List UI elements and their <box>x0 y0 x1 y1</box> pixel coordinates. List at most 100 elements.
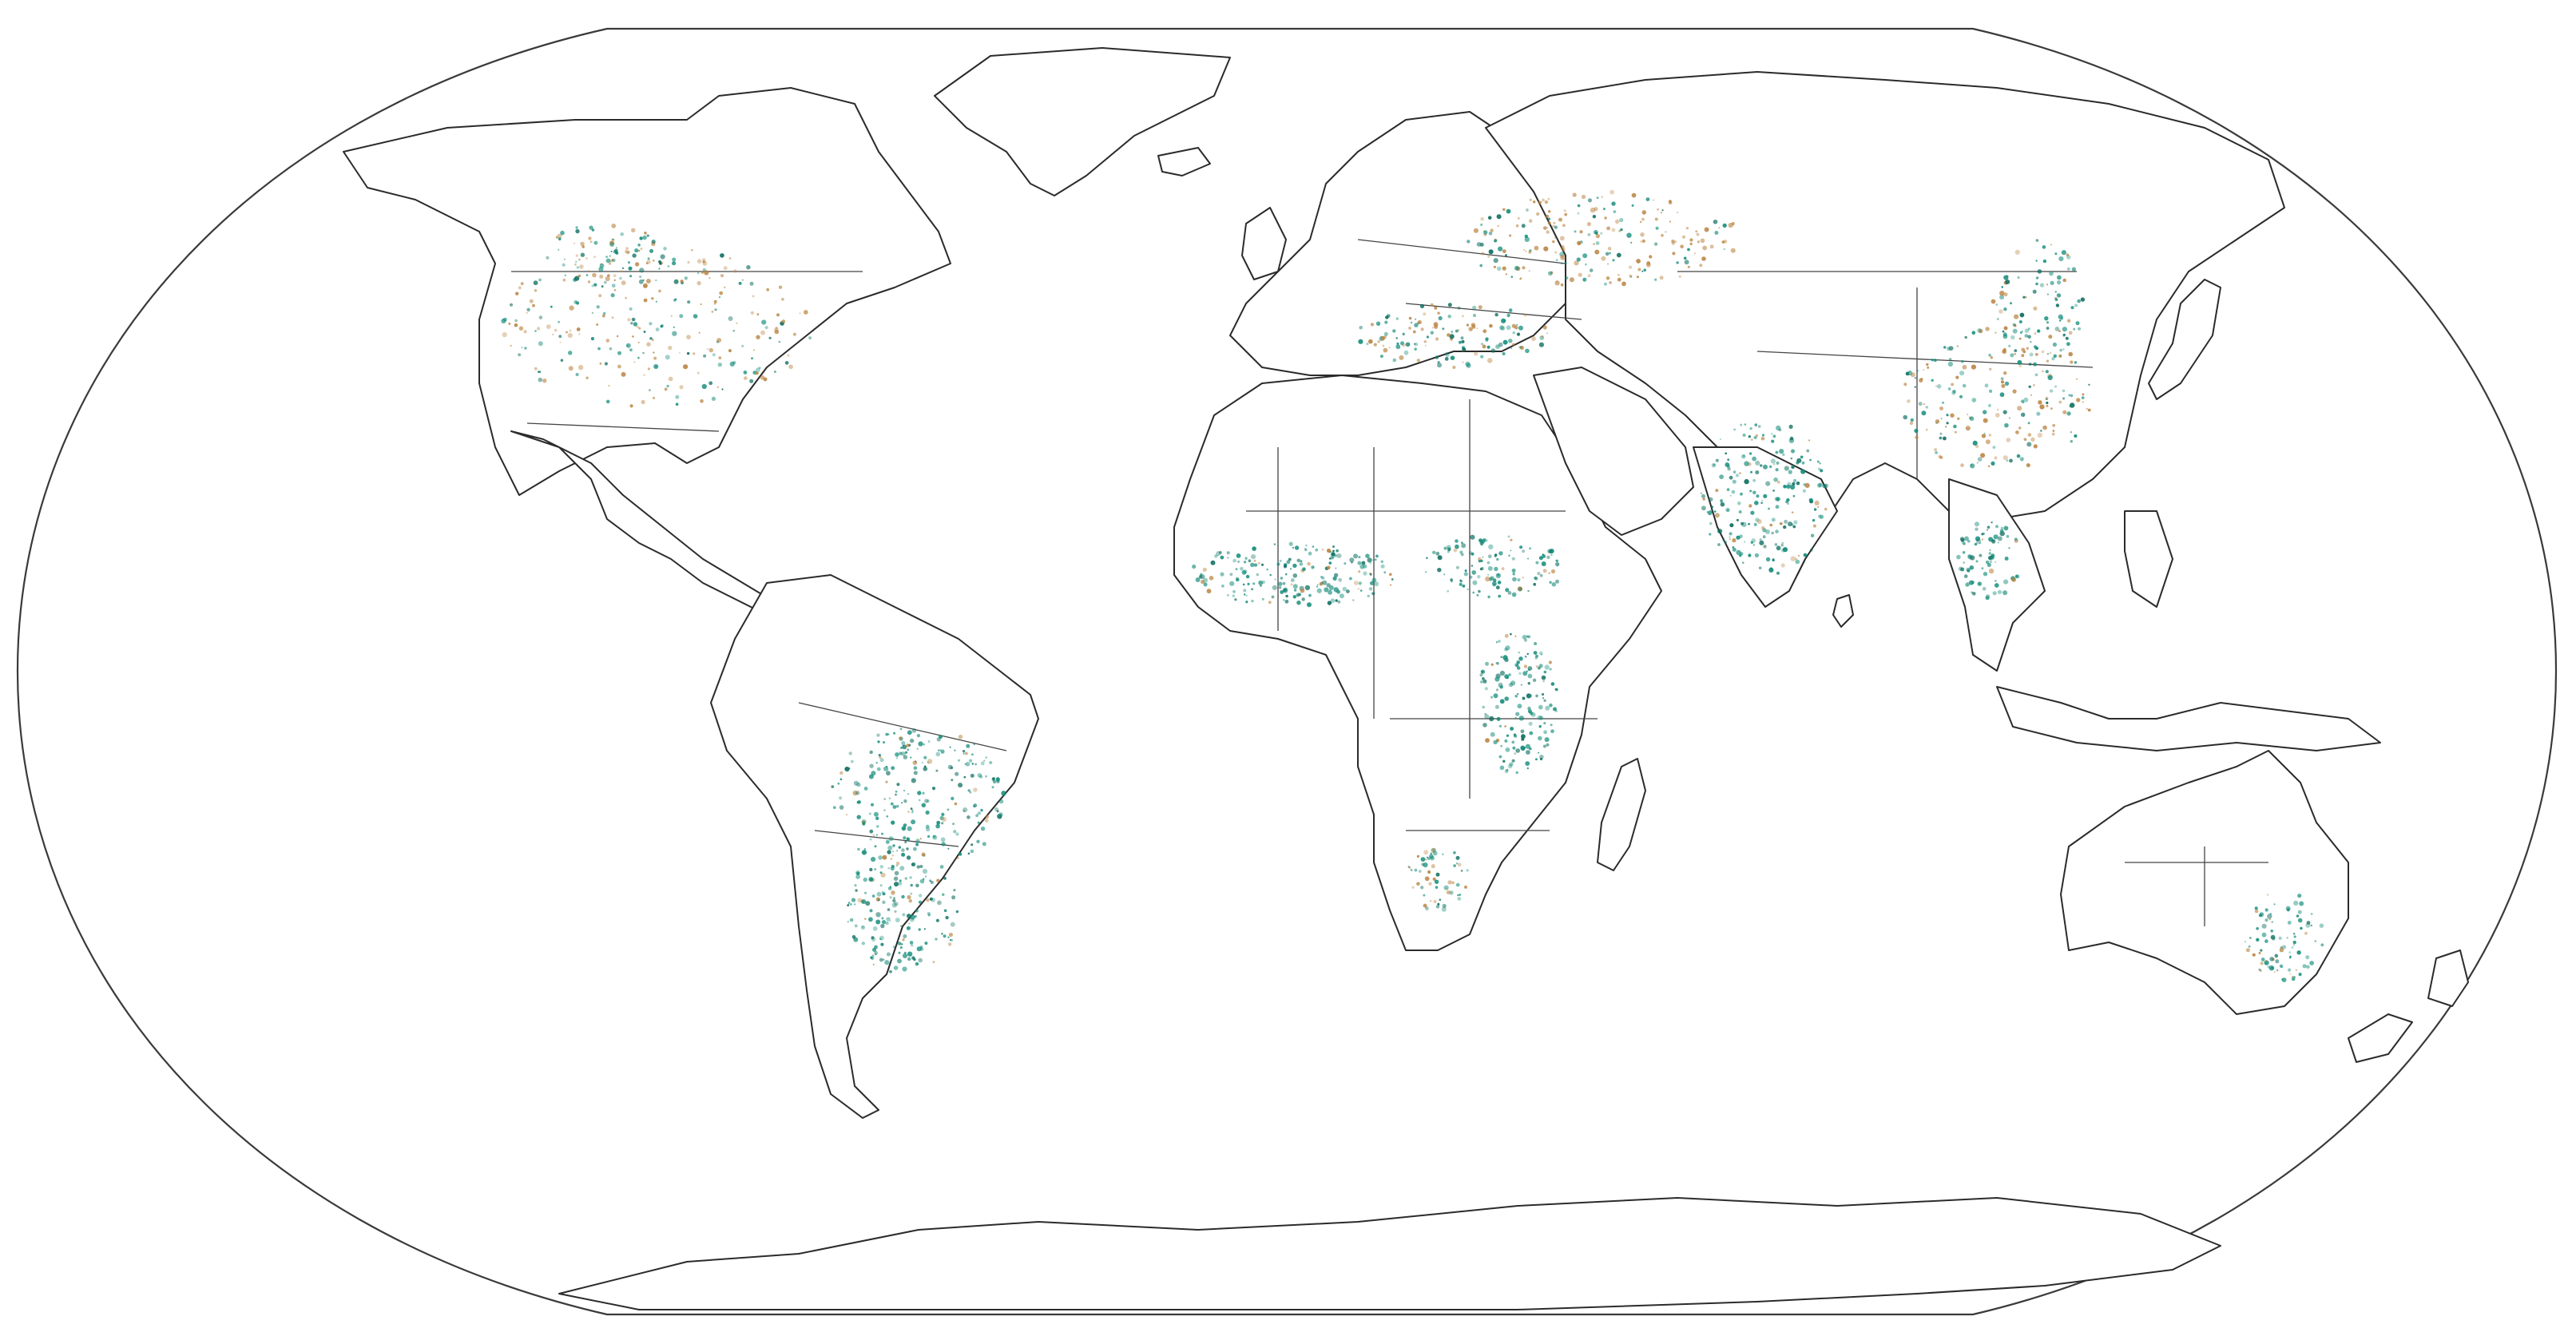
cropland-increase-pixel <box>679 314 684 319</box>
cropland-increase-pixel <box>1437 568 1442 573</box>
cropland-increase-pixel <box>2051 357 2055 361</box>
cropland-increase-pixel <box>1711 462 1717 468</box>
cropland-decrease-pixel <box>518 326 524 331</box>
cropland-increase-pixel <box>1768 507 1770 510</box>
cropland-increase-pixel <box>1495 344 1500 349</box>
cropland-decrease-pixel <box>585 376 589 379</box>
cropland-increase-pixel <box>899 727 903 731</box>
cropland-increase-pixel <box>952 823 955 826</box>
cropland-decrease-pixel <box>1988 568 1995 574</box>
cropland-increase-pixel <box>941 812 945 817</box>
cropland-increase-pixel <box>2291 977 2296 981</box>
cropland-increase-pixel <box>1210 560 1216 565</box>
cropland-increase-pixel <box>2070 440 2073 443</box>
cropland-decrease-pixel <box>2086 407 2088 410</box>
cropland-increase-pixel <box>2075 321 2080 326</box>
cropland-decrease-pixel <box>1995 413 2000 418</box>
cropland-increase-pixel <box>2049 271 2054 276</box>
cropland-increase-pixel <box>2046 353 2050 355</box>
cropland-decrease-pixel <box>760 375 765 380</box>
cropland-decrease-pixel <box>1431 327 1434 329</box>
cropland-increase-pixel <box>1496 661 1499 665</box>
cropland-increase-pixel <box>2269 913 2272 915</box>
cropland-increase-pixel <box>888 836 894 842</box>
cropland-decrease-pixel <box>668 345 673 351</box>
cropland-decrease-pixel <box>890 858 893 860</box>
cropland-decrease-pixel <box>1554 280 1560 286</box>
cropland-decrease-pixel <box>668 376 673 382</box>
cropland-increase-pixel <box>887 886 892 890</box>
cropland-increase-pixel <box>1538 342 1544 347</box>
cropland-increase-pixel <box>1349 557 1355 563</box>
cropland-increase-pixel <box>684 276 688 280</box>
cropland-increase-pixel <box>2019 457 2024 462</box>
cropland-increase-pixel <box>1480 680 1483 684</box>
cropland-increase-pixel <box>892 805 897 809</box>
cropland-decrease-pixel <box>1790 556 1796 561</box>
cropland-increase-pixel <box>1761 434 1765 437</box>
cropland-decrease-pixel <box>1629 274 1633 278</box>
cropland-increase-pixel <box>2023 397 2029 402</box>
cropland-increase-pixel <box>1490 348 1496 353</box>
cropland-increase-pixel <box>1410 321 1413 324</box>
cropland-increase-pixel <box>1619 218 1624 223</box>
cropland-increase-pixel <box>1758 566 1762 569</box>
cropland-decrease-pixel <box>1988 434 1992 437</box>
cropland-increase-pixel <box>1792 494 1796 498</box>
cropland-increase-pixel <box>2260 949 2263 952</box>
cropland-increase-pixel <box>831 785 835 788</box>
cropland-increase-pixel <box>896 783 900 787</box>
cropland-increase-pixel <box>973 805 975 808</box>
cropland-increase-pixel <box>1594 229 1598 235</box>
cropland-increase-pixel <box>2054 252 2058 256</box>
cropland-decrease-pixel <box>1609 281 1612 284</box>
cropland-increase-pixel <box>1529 731 1534 735</box>
cropland-increase-pixel <box>2276 969 2279 972</box>
cropland-increase-pixel <box>895 790 898 793</box>
cropland-increase-pixel <box>899 879 902 882</box>
cropland-decrease-pixel <box>2045 396 2049 400</box>
cropland-decrease-pixel <box>697 280 701 286</box>
cropland-increase-pixel <box>1488 544 1494 549</box>
cropland-decrease-pixel <box>1451 881 1455 885</box>
cropland-increase-pixel <box>881 917 884 920</box>
cropland-decrease-pixel <box>1569 277 1574 283</box>
cropland-decrease-pixel <box>1490 663 1494 666</box>
cropland-increase-pixel <box>1447 315 1451 319</box>
cropland-increase-pixel <box>1707 510 1713 516</box>
cropland-decrease-pixel <box>2002 348 2006 351</box>
cropland-increase-pixel <box>591 311 594 314</box>
cropland-increase-pixel <box>1962 551 1966 554</box>
cropland-decrease-pixel <box>1939 455 1943 459</box>
cropland-decrease-pixel <box>1466 323 1470 327</box>
cropland-decrease-pixel <box>1960 463 1964 467</box>
cropland-decrease-pixel <box>1510 538 1513 541</box>
cropland-decrease-pixel <box>621 270 623 272</box>
cropland-increase-pixel <box>855 870 860 875</box>
cropland-increase-pixel <box>1535 561 1539 565</box>
cropland-increase-pixel <box>1288 557 1291 560</box>
cropland-increase-pixel <box>930 881 934 884</box>
cropland-decrease-pixel <box>552 333 554 335</box>
cropland-increase-pixel <box>919 947 924 951</box>
cropland-increase-pixel <box>898 881 903 886</box>
cropland-increase-pixel <box>916 734 920 738</box>
cropland-increase-pixel <box>639 236 643 240</box>
cropland-increase-pixel <box>1414 868 1418 872</box>
cropland-increase-pixel <box>2264 939 2268 943</box>
cropland-decrease-pixel <box>2017 406 2022 411</box>
cropland-decrease-pixel <box>704 270 709 276</box>
cropland-increase-pixel <box>958 759 960 762</box>
cropland-increase-pixel <box>1914 376 1917 379</box>
cropland-increase-pixel <box>1822 484 1827 489</box>
cropland-increase-pixel <box>1527 557 1529 560</box>
cropland-decrease-pixel <box>1471 325 1476 329</box>
cropland-increase-pixel <box>718 296 721 299</box>
cropland-increase-pixel <box>1518 346 1522 349</box>
cropland-increase-pixel <box>844 767 850 772</box>
cropland-increase-pixel <box>1759 538 1762 541</box>
cropland-increase-pixel <box>1538 651 1543 656</box>
cropland-decrease-pixel <box>1542 569 1547 573</box>
cropland-decrease-pixel <box>1604 216 1607 220</box>
cropland-increase-pixel <box>1443 546 1447 550</box>
